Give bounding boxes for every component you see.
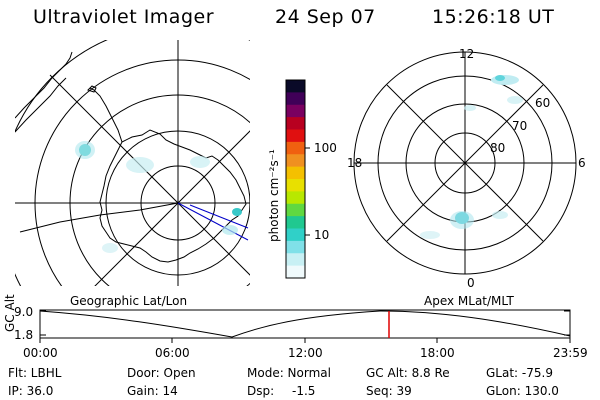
colorbar-segment — [286, 117, 305, 131]
mlt-label-6: 6 — [578, 156, 586, 170]
time: 15:26:18 UT — [432, 6, 555, 28]
colorbar-segment — [286, 253, 305, 267]
mlat-label-70: 70 — [512, 119, 528, 133]
date: 24 Sep 07 — [275, 6, 376, 28]
colorbar-label-100: 100 — [314, 141, 337, 155]
xtick-1200: 12:00 — [288, 346, 323, 360]
geo-meridian-curve — [19, 202, 179, 233]
altitude-ticks — [39, 310, 571, 343]
island — [87, 85, 97, 93]
status-ip: IP: 36.0 — [8, 384, 54, 398]
altitude-ytick-min: 1.8 — [14, 328, 34, 342]
geo-aurora-emission — [75, 141, 242, 253]
mag-meridian-diag — [386, 84, 544, 242]
colorbar-segment — [286, 92, 305, 106]
mag-panel-label: Apex MLat/MLT — [424, 294, 514, 308]
mlt-label-18: 18 — [347, 156, 363, 170]
colorbar-segment — [286, 80, 305, 93]
status-door: Door: Open — [127, 366, 196, 380]
geo-meridian — [49, 74, 179, 204]
status-flt: Flt: LBHL — [8, 366, 62, 380]
antarctic-peninsula — [89, 87, 123, 143]
colorbar-segment — [286, 141, 305, 155]
colorbar-segment — [286, 216, 305, 230]
satellite-track — [189, 204, 249, 229]
status-gain: Gain: 14 — [127, 384, 178, 398]
colorbar — [286, 80, 305, 279]
colorbar-segment — [286, 129, 305, 143]
mlt-label-12: 12 — [459, 47, 475, 61]
colorbar-segment — [286, 166, 305, 180]
status-seq: Seq: 39 — [366, 384, 412, 398]
geographic-map — [15, 40, 250, 286]
south-america-coastline — [15, 51, 73, 119]
colorbar-segment — [286, 179, 305, 192]
altitude-curve — [39, 310, 571, 338]
satellite-track — [177, 202, 249, 241]
mlat-label-80: 80 — [490, 141, 506, 155]
geo-panel-label: Geographic Lat/Lon — [70, 294, 188, 308]
colorbar-segment — [286, 265, 305, 279]
colorbar-unit: photon cm⁻²s⁻¹ — [267, 149, 281, 242]
colorbar-segment — [286, 203, 305, 217]
xtick-0600: 06:00 — [155, 346, 190, 360]
colorbar-segment — [286, 191, 305, 205]
colorbar-segment — [286, 228, 305, 242]
altitude-ytick-max: 9.0 — [14, 305, 34, 319]
status-dsp-value: -1.5 — [292, 384, 316, 398]
title: Ultraviolet Imager — [33, 6, 215, 28]
status-dsp-label: Dsp: — [247, 384, 275, 398]
geo-meridian — [177, 130, 250, 204]
geo-meridian — [177, 202, 250, 276]
south-america-coastline-2 — [15, 77, 67, 133]
colorbar-segment — [286, 240, 305, 254]
colorbar-label-10: 10 — [314, 228, 330, 242]
colorbar-frame — [285, 79, 306, 279]
mlt-label-0: 0 — [467, 276, 475, 290]
status-glon: GLon: 130.0 — [486, 384, 559, 398]
xtick-0000: 00:00 — [23, 346, 58, 360]
altitude-plot-frame — [39, 309, 571, 339]
geo-meridian — [94, 202, 179, 286]
mlat-label-60: 60 — [535, 96, 551, 110]
status-gc-alt: GC Alt: 8.8 Re — [366, 366, 450, 380]
colorbar-segment — [286, 104, 305, 118]
status-glat: GLat: -75.9 — [486, 366, 553, 380]
colorbar-segment — [286, 154, 305, 168]
xtick-1800: 18:00 — [420, 346, 455, 360]
xtick-2359: 23:59 — [553, 346, 588, 360]
magnetic-map — [353, 51, 577, 275]
status-mode: Mode: Normal — [247, 366, 331, 380]
mag-aurora-emission — [420, 75, 523, 239]
antarctica-coastline — [99, 129, 247, 263]
